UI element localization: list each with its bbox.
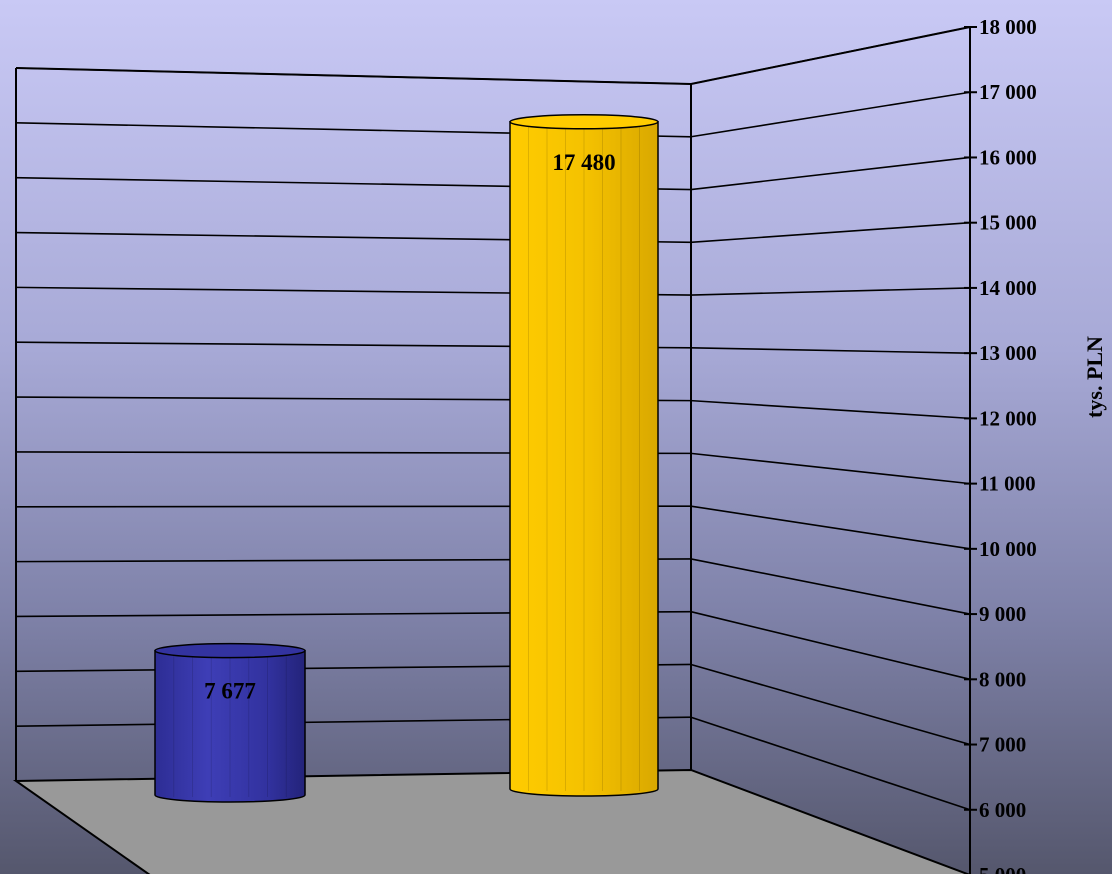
gridline-right-wall	[690, 91, 971, 138]
gridline-right-wall	[690, 399, 971, 420]
bar-2	[509, 114, 659, 797]
value-axis-tick-label: 7 000	[979, 733, 1026, 757]
value-axis-tick-label: 18 000	[979, 15, 1037, 39]
value-axis-tick-label: 17 000	[979, 80, 1037, 104]
value-axis-tick-label: 14 000	[979, 276, 1037, 300]
gridline-right-wall	[690, 452, 971, 485]
value-axis-tick-label: 8 000	[979, 667, 1026, 691]
value-axis-tick-label: 12 000	[979, 406, 1037, 430]
bar-2-body	[509, 121, 659, 797]
value-axis-tick-label: 15 000	[979, 211, 1037, 235]
right-wall-top-edge	[690, 26, 971, 85]
bar-2-top	[509, 114, 659, 130]
data-label-bar-1: 7 677	[204, 679, 256, 704]
bar-1	[154, 642, 306, 803]
gridline-right-wall	[690, 347, 971, 354]
bar-1-top	[154, 642, 306, 659]
gridline-right-wall	[690, 663, 971, 746]
gridline-right-wall	[690, 287, 971, 296]
gridline-right-wall	[690, 558, 971, 615]
gridline-right-wall	[690, 716, 971, 811]
value-axis-tick-label: 5 000	[979, 863, 1026, 874]
value-axis-title: tys. PLN	[1082, 336, 1107, 418]
bar-1-body	[154, 649, 306, 803]
gridline-right-wall	[690, 505, 971, 550]
gridline-right-wall	[690, 221, 971, 244]
value-axis-tick-label: 10 000	[979, 537, 1037, 561]
gridline-right-wall	[690, 156, 971, 191]
left-wall-top-edge	[15, 67, 692, 85]
value-axis-tick-label: 11 000	[979, 472, 1036, 496]
value-axis-tick-label: 6 000	[979, 798, 1026, 822]
value-axis-tick-label: 16 000	[979, 145, 1037, 169]
gridline-right-wall	[690, 610, 971, 681]
data-label-bar-2: 17 480	[552, 150, 615, 175]
value-axis-tick-label: 9 000	[979, 602, 1026, 626]
value-axis-tick-label: 13 000	[979, 341, 1037, 365]
